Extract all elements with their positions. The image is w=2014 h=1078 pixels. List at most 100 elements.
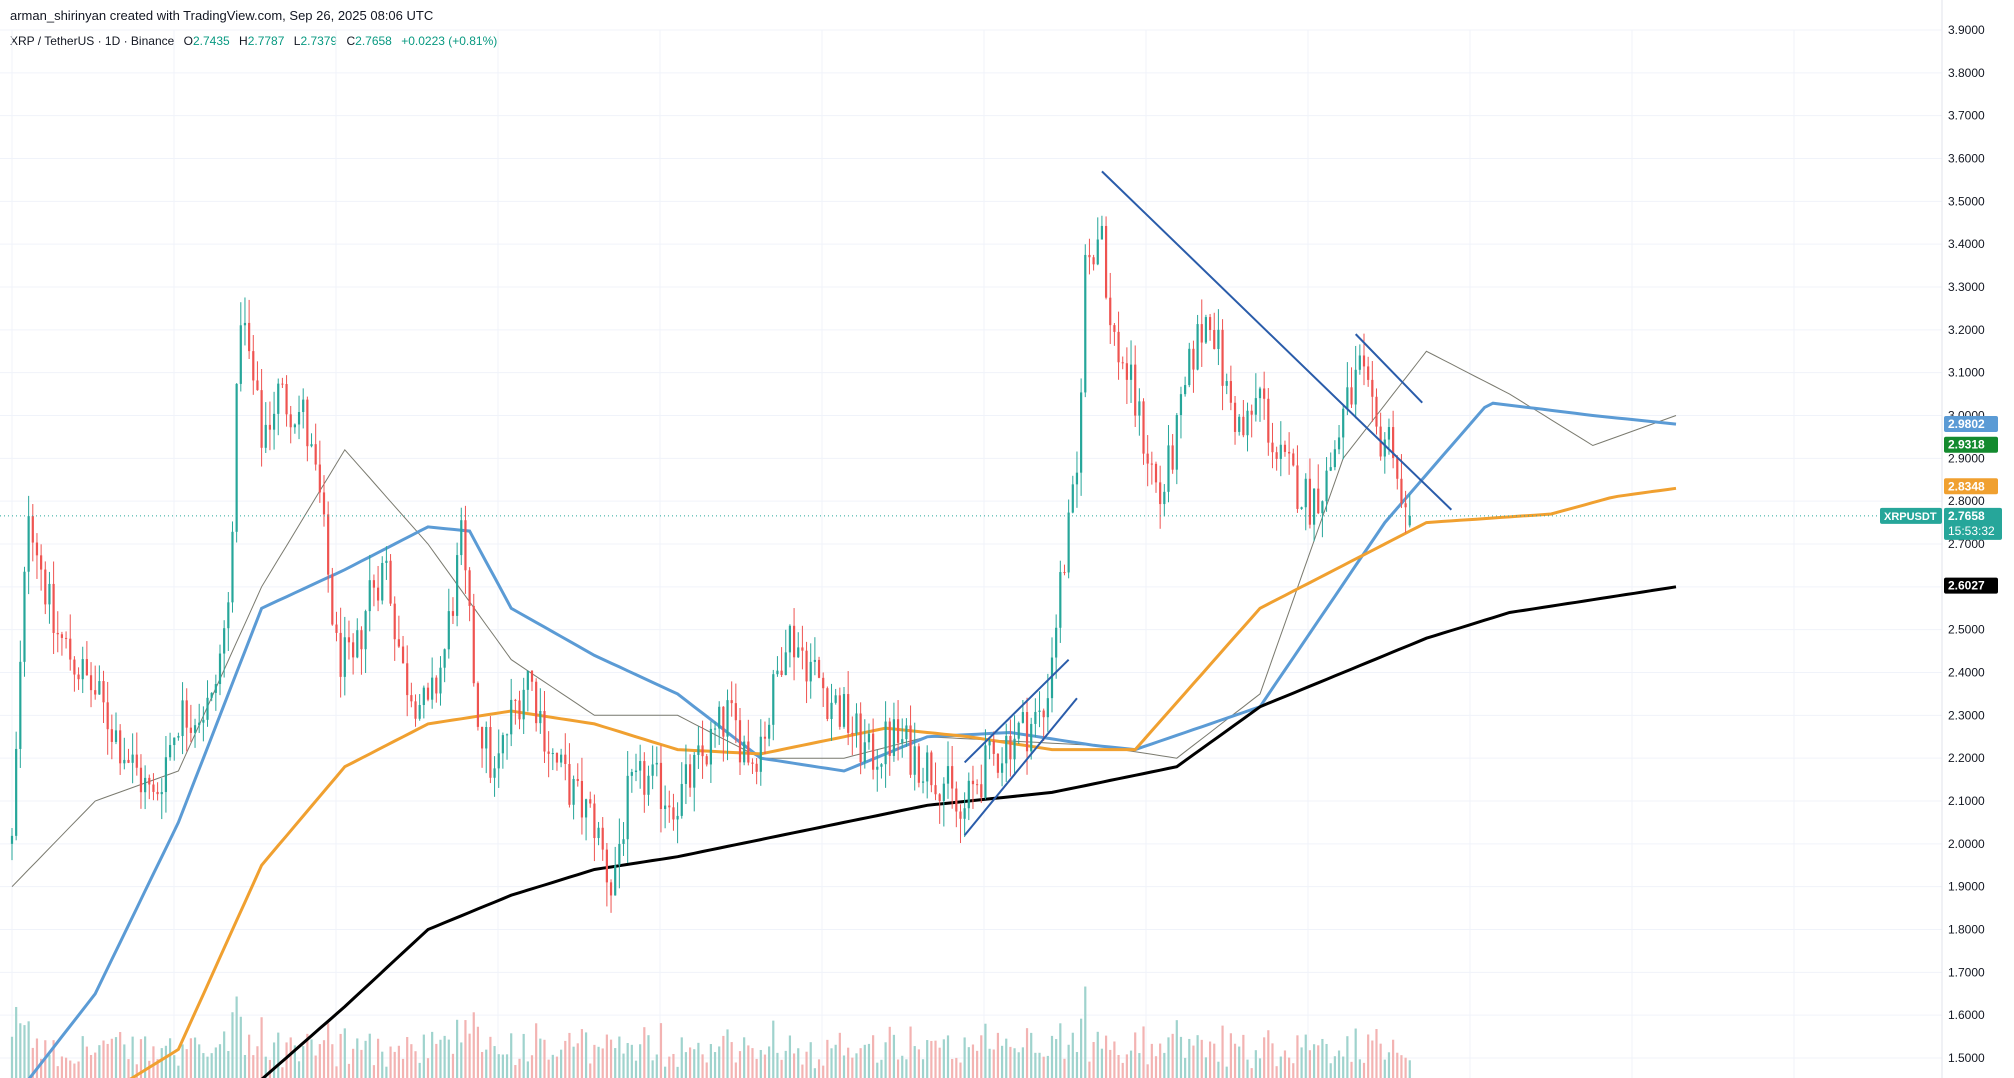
candle[interactable]: [601, 817, 604, 861]
candle[interactable]: [618, 818, 621, 889]
candle[interactable]: [327, 501, 330, 593]
candle[interactable]: [813, 637, 816, 676]
candle[interactable]: [81, 646, 84, 694]
candle[interactable]: [909, 705, 912, 778]
candle[interactable]: [580, 757, 584, 835]
candle[interactable]: [1204, 314, 1208, 344]
candle[interactable]: [414, 694, 417, 727]
candle[interactable]: [905, 718, 908, 747]
candle[interactable]: [77, 667, 80, 690]
candle[interactable]: [1258, 386, 1262, 422]
candle[interactable]: [992, 731, 995, 766]
candle[interactable]: [988, 738, 991, 760]
candle[interactable]: [1038, 691, 1041, 728]
candle[interactable]: [239, 302, 242, 392]
candle[interactable]: [838, 687, 841, 730]
candle[interactable]: [331, 567, 334, 626]
candle[interactable]: [510, 678, 513, 747]
candle[interactable]: [1084, 244, 1087, 398]
candle[interactable]: [385, 546, 388, 580]
candle[interactable]: [144, 765, 147, 810]
candle[interactable]: [1250, 404, 1253, 438]
candle[interactable]: [485, 721, 488, 774]
candle[interactable]: [277, 378, 280, 436]
candle[interactable]: [1013, 715, 1016, 776]
candle[interactable]: [335, 611, 338, 642]
candle[interactable]: [651, 745, 654, 790]
candle[interactable]: [659, 745, 663, 833]
candle[interactable]: [772, 669, 775, 741]
candle[interactable]: [347, 620, 351, 660]
candle[interactable]: [1055, 614, 1058, 679]
candle[interactable]: [48, 571, 51, 624]
candle[interactable]: [1042, 708, 1045, 741]
candle[interactable]: [1196, 314, 1199, 371]
candle[interactable]: [622, 822, 625, 856]
candle[interactable]: [1017, 721, 1020, 744]
candle[interactable]: [1075, 451, 1079, 508]
candle[interactable]: [1337, 424, 1341, 455]
candle[interactable]: [235, 383, 238, 543]
candle[interactable]: [19, 640, 22, 768]
candle[interactable]: [655, 746, 658, 777]
candle[interactable]: [1221, 319, 1224, 411]
candle[interactable]: [227, 592, 230, 651]
candle[interactable]: [713, 721, 717, 748]
candle[interactable]: [1179, 386, 1183, 439]
candle[interactable]: [397, 615, 400, 648]
candle[interactable]: [181, 682, 184, 755]
candle[interactable]: [697, 726, 700, 769]
candle[interactable]: [1246, 402, 1249, 452]
candle[interactable]: [842, 687, 846, 729]
candle[interactable]: [52, 561, 55, 655]
candle[interactable]: [768, 717, 771, 747]
candle[interactable]: [1263, 371, 1266, 420]
candle[interactable]: [572, 775, 575, 820]
candle[interactable]: [539, 688, 542, 734]
candle[interactable]: [460, 507, 463, 566]
candle[interactable]: [306, 396, 309, 462]
candle[interactable]: [543, 690, 546, 764]
candle[interactable]: [884, 701, 887, 788]
candle[interactable]: [1034, 698, 1037, 738]
candle[interactable]: [951, 745, 954, 809]
trendlines[interactable]: [963, 170, 1453, 836]
candle[interactable]: [1308, 458, 1312, 529]
candle[interactable]: [996, 753, 1000, 779]
candle[interactable]: [801, 625, 804, 670]
candle[interactable]: [867, 723, 871, 750]
candle[interactable]: [198, 703, 201, 734]
candle[interactable]: [1104, 216, 1108, 300]
candle[interactable]: [1238, 414, 1241, 436]
candle[interactable]: [1383, 432, 1386, 474]
candle[interactable]: [364, 609, 367, 673]
candle[interactable]: [676, 802, 679, 844]
candle[interactable]: [1354, 345, 1357, 419]
candle[interactable]: [1375, 388, 1378, 435]
candle[interactable]: [1117, 311, 1120, 380]
candle[interactable]: [514, 698, 517, 725]
candle[interactable]: [114, 712, 118, 745]
candle[interactable]: [1138, 388, 1141, 436]
candle[interactable]: [784, 629, 787, 676]
candle[interactable]: [435, 675, 438, 703]
candle[interactable]: [805, 641, 808, 704]
candle[interactable]: [589, 791, 592, 808]
candle[interactable]: [1254, 373, 1257, 422]
candle[interactable]: [851, 716, 854, 756]
candle[interactable]: [1325, 457, 1328, 512]
candle[interactable]: [152, 773, 155, 801]
candle[interactable]: [1213, 312, 1216, 350]
ma-50-line[interactable]: [12, 401, 1677, 1078]
candle[interactable]: [901, 718, 904, 758]
candle[interactable]: [456, 542, 459, 627]
candle[interactable]: [123, 737, 126, 770]
candle[interactable]: [31, 504, 34, 562]
candle[interactable]: [272, 391, 276, 450]
symbol-legend[interactable]: XRP / TetherUS · 1D · Binance O2.7435 H2…: [10, 34, 497, 48]
candle[interactable]: [1404, 490, 1407, 533]
candle[interactable]: [680, 762, 683, 819]
candle[interactable]: [339, 607, 342, 698]
candle[interactable]: [206, 680, 209, 727]
candle[interactable]: [1208, 313, 1212, 341]
